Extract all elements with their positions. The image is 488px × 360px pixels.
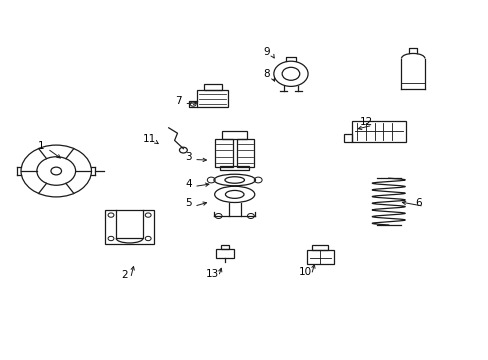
Text: 5: 5 <box>184 198 191 208</box>
Bar <box>351 121 405 142</box>
Bar <box>203 84 221 90</box>
Text: 3: 3 <box>184 152 191 162</box>
Bar <box>306 250 333 264</box>
Bar <box>344 134 351 142</box>
Text: 13: 13 <box>205 269 219 279</box>
Text: 12: 12 <box>359 117 373 127</box>
Bar <box>222 131 246 139</box>
Text: 4: 4 <box>184 179 191 189</box>
Bar <box>215 139 232 167</box>
Bar <box>312 245 327 250</box>
Text: 6: 6 <box>414 198 421 208</box>
Text: 7: 7 <box>175 96 182 106</box>
Text: 10: 10 <box>299 267 311 277</box>
Bar <box>236 139 254 167</box>
Bar <box>105 210 154 244</box>
Bar <box>197 90 228 107</box>
Bar <box>221 245 228 249</box>
Text: 2: 2 <box>121 270 128 280</box>
Text: 11: 11 <box>142 134 156 144</box>
Text: 9: 9 <box>263 47 269 57</box>
Bar <box>216 249 233 258</box>
Text: 1: 1 <box>38 141 45 151</box>
Text: 8: 8 <box>263 69 269 79</box>
Bar <box>220 166 249 170</box>
